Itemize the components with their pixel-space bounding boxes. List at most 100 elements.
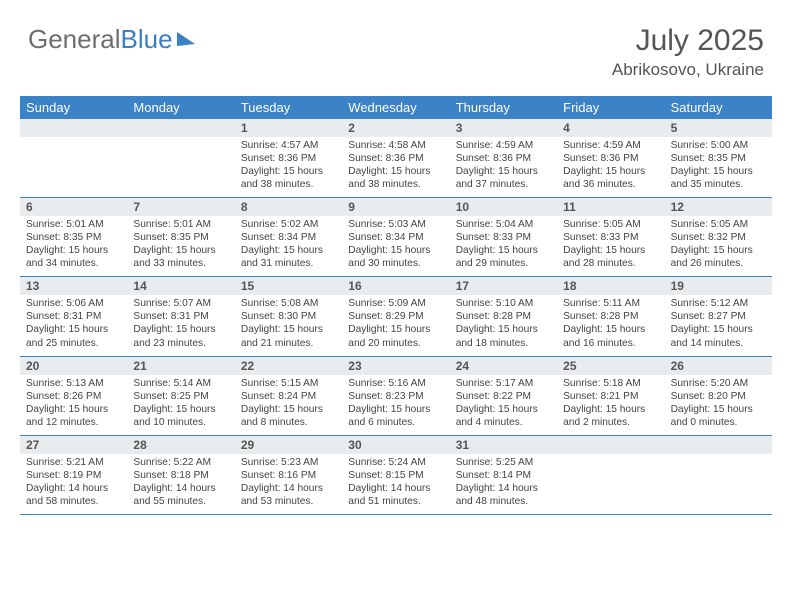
day-number: 21 [127, 357, 234, 375]
day-number: 24 [450, 357, 557, 375]
day-body: Sunrise: 5:06 AMSunset: 8:31 PMDaylight:… [20, 295, 127, 355]
day-cell: ·· [127, 119, 234, 197]
day-body: Sunrise: 5:16 AMSunset: 8:23 PMDaylight:… [342, 375, 449, 435]
day-number: 8 [235, 198, 342, 216]
day-cell: 25Sunrise: 5:18 AMSunset: 8:21 PMDayligh… [557, 357, 664, 435]
day-body: Sunrise: 4:59 AMSunset: 8:36 PMDaylight:… [557, 137, 664, 197]
day-number: 6 [20, 198, 127, 216]
day-number: 14 [127, 277, 234, 295]
brand-text: GeneralBlue [28, 24, 173, 55]
day-body: Sunrise: 5:18 AMSunset: 8:21 PMDaylight:… [557, 375, 664, 435]
weeks-container: ····1Sunrise: 4:57 AMSunset: 8:36 PMDayl… [20, 119, 772, 515]
header: GeneralBlue July 2025 Abrikosovo, Ukrain… [0, 0, 792, 88]
day-number: 27 [20, 436, 127, 454]
day-number: 29 [235, 436, 342, 454]
day-body: Sunrise: 5:17 AMSunset: 8:22 PMDaylight:… [450, 375, 557, 435]
day-number: 23 [342, 357, 449, 375]
day-cell: 17Sunrise: 5:10 AMSunset: 8:28 PMDayligh… [450, 277, 557, 355]
weekday-header: Tuesday [235, 96, 342, 119]
day-number: 1 [235, 119, 342, 137]
day-body: Sunrise: 5:13 AMSunset: 8:26 PMDaylight:… [20, 375, 127, 435]
day-cell: 26Sunrise: 5:20 AMSunset: 8:20 PMDayligh… [665, 357, 772, 435]
day-cell: 6Sunrise: 5:01 AMSunset: 8:35 PMDaylight… [20, 198, 127, 276]
calendar: SundayMondayTuesdayWednesdayThursdayFrid… [20, 96, 772, 515]
day-number: 28 [127, 436, 234, 454]
brand-part2: Blue [121, 24, 173, 54]
day-cell: 21Sunrise: 5:14 AMSunset: 8:25 PMDayligh… [127, 357, 234, 435]
month-title: July 2025 [612, 24, 764, 58]
day-number: 5 [665, 119, 772, 137]
day-number: 31 [450, 436, 557, 454]
day-cell: 1Sunrise: 4:57 AMSunset: 8:36 PMDaylight… [235, 119, 342, 197]
day-cell: 3Sunrise: 4:59 AMSunset: 8:36 PMDaylight… [450, 119, 557, 197]
day-cell: 15Sunrise: 5:08 AMSunset: 8:30 PMDayligh… [235, 277, 342, 355]
day-body: Sunrise: 5:11 AMSunset: 8:28 PMDaylight:… [557, 295, 664, 355]
day-cell: 11Sunrise: 5:05 AMSunset: 8:33 PMDayligh… [557, 198, 664, 276]
day-body: Sunrise: 5:09 AMSunset: 8:29 PMDaylight:… [342, 295, 449, 355]
day-body: Sunrise: 5:24 AMSunset: 8:15 PMDaylight:… [342, 454, 449, 514]
brand-logo: GeneralBlue [28, 24, 195, 55]
day-body: Sunrise: 5:14 AMSunset: 8:25 PMDaylight:… [127, 375, 234, 435]
day-body: Sunrise: 5:01 AMSunset: 8:35 PMDaylight:… [20, 216, 127, 276]
day-body: Sunrise: 5:22 AMSunset: 8:18 PMDaylight:… [127, 454, 234, 514]
day-body: Sunrise: 5:05 AMSunset: 8:32 PMDaylight:… [665, 216, 772, 276]
day-cell: ·· [557, 436, 664, 514]
day-number: 18 [557, 277, 664, 295]
location-subtitle: Abrikosovo, Ukraine [612, 60, 764, 80]
day-cell: 30Sunrise: 5:24 AMSunset: 8:15 PMDayligh… [342, 436, 449, 514]
week-row: 13Sunrise: 5:06 AMSunset: 8:31 PMDayligh… [20, 277, 772, 356]
day-cell: 18Sunrise: 5:11 AMSunset: 8:28 PMDayligh… [557, 277, 664, 355]
day-cell: 29Sunrise: 5:23 AMSunset: 8:16 PMDayligh… [235, 436, 342, 514]
day-cell: 13Sunrise: 5:06 AMSunset: 8:31 PMDayligh… [20, 277, 127, 355]
day-body: Sunrise: 5:05 AMSunset: 8:33 PMDaylight:… [557, 216, 664, 276]
day-number: 12 [665, 198, 772, 216]
week-row: 6Sunrise: 5:01 AMSunset: 8:35 PMDaylight… [20, 198, 772, 277]
day-cell: 7Sunrise: 5:01 AMSunset: 8:35 PMDaylight… [127, 198, 234, 276]
day-cell: 27Sunrise: 5:21 AMSunset: 8:19 PMDayligh… [20, 436, 127, 514]
day-body: Sunrise: 5:08 AMSunset: 8:30 PMDaylight:… [235, 295, 342, 355]
day-cell: 14Sunrise: 5:07 AMSunset: 8:31 PMDayligh… [127, 277, 234, 355]
day-body: Sunrise: 5:23 AMSunset: 8:16 PMDaylight:… [235, 454, 342, 514]
week-row: 27Sunrise: 5:21 AMSunset: 8:19 PMDayligh… [20, 436, 772, 515]
day-body: Sunrise: 5:21 AMSunset: 8:19 PMDaylight:… [20, 454, 127, 514]
day-body: Sunrise: 5:03 AMSunset: 8:34 PMDaylight:… [342, 216, 449, 276]
day-number: 4 [557, 119, 664, 137]
day-body: Sunrise: 5:10 AMSunset: 8:28 PMDaylight:… [450, 295, 557, 355]
day-cell: ·· [20, 119, 127, 197]
day-cell: 24Sunrise: 5:17 AMSunset: 8:22 PMDayligh… [450, 357, 557, 435]
day-number: 2 [342, 119, 449, 137]
day-cell: 19Sunrise: 5:12 AMSunset: 8:27 PMDayligh… [665, 277, 772, 355]
day-cell: 16Sunrise: 5:09 AMSunset: 8:29 PMDayligh… [342, 277, 449, 355]
day-number: 7 [127, 198, 234, 216]
day-number: 17 [450, 277, 557, 295]
day-cell: 9Sunrise: 5:03 AMSunset: 8:34 PMDaylight… [342, 198, 449, 276]
day-body: Sunrise: 4:59 AMSunset: 8:36 PMDaylight:… [450, 137, 557, 197]
day-number: 26 [665, 357, 772, 375]
day-number: 19 [665, 277, 772, 295]
day-number: 15 [235, 277, 342, 295]
day-cell: 2Sunrise: 4:58 AMSunset: 8:36 PMDaylight… [342, 119, 449, 197]
day-cell: 12Sunrise: 5:05 AMSunset: 8:32 PMDayligh… [665, 198, 772, 276]
day-body: Sunrise: 5:01 AMSunset: 8:35 PMDaylight:… [127, 216, 234, 276]
day-number: 30 [342, 436, 449, 454]
day-cell: 31Sunrise: 5:25 AMSunset: 8:14 PMDayligh… [450, 436, 557, 514]
day-body: Sunrise: 5:25 AMSunset: 8:14 PMDaylight:… [450, 454, 557, 514]
day-number: 3 [450, 119, 557, 137]
day-cell: 20Sunrise: 5:13 AMSunset: 8:26 PMDayligh… [20, 357, 127, 435]
day-body: Sunrise: 4:58 AMSunset: 8:36 PMDaylight:… [342, 137, 449, 197]
day-body: Sunrise: 5:07 AMSunset: 8:31 PMDaylight:… [127, 295, 234, 355]
day-body: Sunrise: 5:02 AMSunset: 8:34 PMDaylight:… [235, 216, 342, 276]
week-row: ····1Sunrise: 4:57 AMSunset: 8:36 PMDayl… [20, 119, 772, 198]
weekday-header: Thursday [450, 96, 557, 119]
title-block: July 2025 Abrikosovo, Ukraine [612, 24, 764, 80]
day-cell: 22Sunrise: 5:15 AMSunset: 8:24 PMDayligh… [235, 357, 342, 435]
day-number: 25 [557, 357, 664, 375]
day-cell: ·· [665, 436, 772, 514]
week-row: 20Sunrise: 5:13 AMSunset: 8:26 PMDayligh… [20, 357, 772, 436]
day-cell: 28Sunrise: 5:22 AMSunset: 8:18 PMDayligh… [127, 436, 234, 514]
day-number: 9 [342, 198, 449, 216]
day-number: 20 [20, 357, 127, 375]
brand-part1: General [28, 24, 121, 54]
weekday-header: Friday [557, 96, 664, 119]
day-number: 13 [20, 277, 127, 295]
